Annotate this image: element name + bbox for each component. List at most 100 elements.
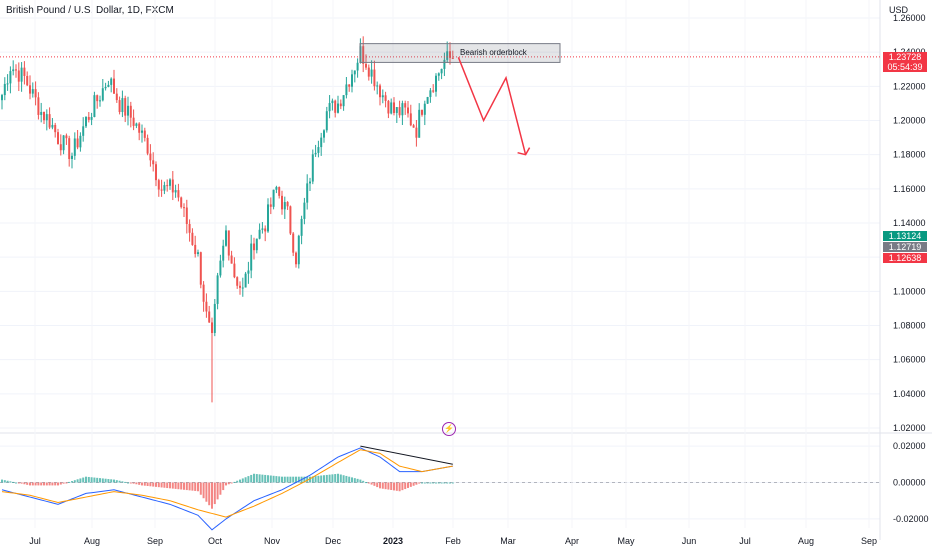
candle-body — [62, 135, 65, 151]
macd-histogram-bar — [404, 482, 407, 490]
macd-histogram-bar — [362, 480, 365, 483]
macd-histogram-bar — [101, 478, 104, 483]
macd-histogram-bar — [258, 474, 261, 483]
macd-histogram-bar — [423, 482, 426, 484]
candle-body — [141, 130, 143, 133]
candle-body — [300, 218, 303, 236]
candle-body — [449, 51, 451, 58]
candle-body — [404, 103, 407, 108]
price-tick-label: 1.22000 — [893, 81, 926, 91]
time-tick-label: Nov — [264, 536, 281, 546]
candle-body — [17, 70, 20, 82]
macd-histogram-bar — [401, 482, 404, 491]
macd-histogram-bar — [40, 482, 43, 486]
candle-body — [401, 103, 404, 116]
macd-histogram-bar — [15, 482, 17, 484]
candle-body — [365, 63, 367, 68]
candle-body — [45, 114, 48, 121]
lightning-icon[interactable]: ⚡ — [442, 422, 456, 436]
macd-histogram-bar — [233, 481, 236, 483]
macd-histogram-bar — [194, 482, 197, 491]
candle-body — [275, 187, 278, 190]
macd-histogram-bar — [79, 478, 82, 483]
macd-histogram-bar — [54, 482, 57, 486]
candle-body — [446, 51, 449, 60]
macd-histogram-bar — [244, 477, 247, 483]
candle-body — [297, 235, 300, 265]
macd-histogram-bar — [275, 476, 278, 483]
candle-body — [82, 126, 85, 136]
candle-body — [211, 322, 213, 333]
candle-body — [311, 154, 314, 182]
price-tick-label: 1.16000 — [893, 184, 926, 194]
macd-histogram-bar — [356, 478, 359, 483]
candle-body — [20, 67, 23, 82]
macd-histogram-bar — [183, 482, 185, 490]
macd-histogram-bar — [124, 481, 127, 483]
macd-histogram-bar — [174, 482, 177, 489]
candle-body — [415, 127, 418, 138]
candle-body — [107, 84, 110, 87]
macd-histogram-bar — [334, 474, 337, 483]
time-tick-label: 2023 — [383, 536, 403, 546]
candle-body — [152, 160, 155, 165]
macd-histogram-bar — [90, 477, 93, 483]
macd-histogram-bar — [85, 476, 87, 483]
candle-body — [43, 111, 45, 121]
macd-histogram-bar — [272, 475, 275, 483]
candle-body — [180, 197, 183, 208]
macd-histogram-bar — [367, 482, 370, 484]
macd-histogram-bar — [311, 476, 314, 483]
candle-body — [409, 113, 412, 126]
candle-body — [351, 74, 353, 87]
macd-histogram-bar — [166, 482, 169, 489]
macd-histogram-bar — [269, 475, 272, 483]
orderblock-label[interactable]: Bearish orderblock — [460, 48, 527, 57]
macd-histogram-bar — [51, 482, 54, 486]
macd-histogram-bar — [82, 477, 85, 483]
candle-body — [222, 245, 225, 261]
macd-histogram-bar — [12, 481, 15, 483]
candle-body — [185, 207, 188, 225]
candle-body — [197, 252, 199, 255]
candle-body — [241, 287, 244, 289]
candle-body — [208, 311, 211, 323]
candle-body — [57, 132, 59, 145]
macd-histogram-bar — [230, 482, 233, 484]
macd-histogram-bar — [331, 474, 334, 483]
candle-body — [328, 103, 331, 112]
macd-histogram-bar — [264, 474, 267, 483]
candle-body — [261, 228, 264, 230]
symbol-title[interactable]: British Pound / U.S. Dollar, 1D, FXCM — [6, 5, 174, 16]
price-tick-label: 1.26000 — [893, 13, 926, 23]
macd-histogram-bar — [127, 482, 129, 484]
macd-histogram-bar — [387, 482, 390, 490]
candle-body — [177, 190, 180, 198]
macd-histogram-bar — [59, 482, 62, 485]
macd-histogram-bar — [323, 475, 325, 483]
macd-histogram-bar — [113, 479, 115, 483]
macd-histogram-bar — [160, 482, 163, 488]
macd-histogram-bar — [115, 480, 118, 483]
candle-body — [213, 303, 216, 333]
candle-body — [127, 105, 129, 116]
macd-histogram-bar — [65, 482, 68, 484]
candle-body — [54, 124, 57, 133]
macd-histogram-bar — [146, 482, 149, 486]
candle-body — [334, 100, 337, 113]
candle-body — [219, 260, 222, 276]
candle-body — [3, 83, 6, 96]
candle-body — [331, 100, 334, 104]
macd-histogram-bar — [143, 482, 146, 486]
candle-body — [191, 232, 194, 245]
macd-tick-label: 0.00000 — [893, 478, 926, 488]
macd-histogram-bar — [29, 482, 31, 486]
macd-histogram-bar — [107, 479, 110, 483]
macd-histogram-bar — [185, 482, 188, 491]
candle-body — [379, 85, 381, 98]
candle-body — [342, 95, 345, 107]
candle-body — [143, 130, 146, 138]
candle-body — [353, 70, 356, 75]
